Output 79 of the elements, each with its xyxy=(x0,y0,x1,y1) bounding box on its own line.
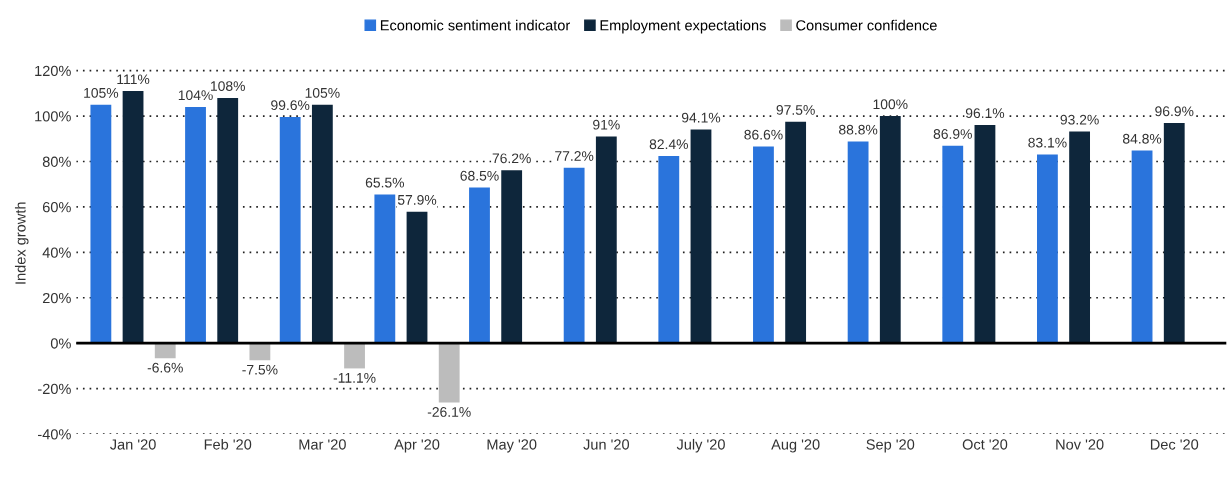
bar xyxy=(1131,150,1153,344)
y-tick-label: 80% xyxy=(42,156,71,167)
bar xyxy=(185,106,206,344)
y-tick-label: -40% xyxy=(38,429,71,440)
data-label: 104% xyxy=(178,90,213,101)
data-label: 83.1% xyxy=(1028,137,1067,148)
y-tick-label: 20% xyxy=(42,292,71,304)
bar xyxy=(753,146,774,344)
data-label: 86.9% xyxy=(933,129,972,139)
data-label: 99.6% xyxy=(271,100,310,111)
data-label: 97.5% xyxy=(776,105,815,115)
data-label: 93.2% xyxy=(1060,114,1099,125)
data-label: 84.8% xyxy=(1122,133,1162,144)
x-tick-label: Jan '20 xyxy=(110,439,156,450)
legend-label: Employment expectations xyxy=(600,19,766,34)
x-tick-label: Jun '20 xyxy=(583,439,630,450)
y-axis-title: Index growth xyxy=(14,202,29,284)
bar xyxy=(785,121,807,344)
x-tick-label: May '20 xyxy=(487,439,537,453)
bar xyxy=(658,156,680,344)
data-label: 88.8% xyxy=(839,124,878,135)
bar xyxy=(279,116,301,344)
data-label: 96.1% xyxy=(965,108,1005,119)
data-label: 96.9% xyxy=(1155,106,1194,117)
bar xyxy=(122,91,144,344)
data-label: 100% xyxy=(873,99,908,110)
y-tick-label: 120% xyxy=(35,65,71,77)
data-label: 68.5% xyxy=(460,170,499,181)
bar xyxy=(90,104,112,344)
bar xyxy=(374,194,396,344)
bar xyxy=(438,343,460,403)
y-tick-label: 60% xyxy=(42,202,71,213)
bar xyxy=(501,170,523,344)
bar xyxy=(942,145,964,344)
data-label: 105% xyxy=(84,87,119,98)
bar xyxy=(344,343,365,369)
data-label: 91% xyxy=(593,119,620,130)
bar xyxy=(1163,123,1185,344)
data-label: -6.6% xyxy=(147,362,183,373)
bar xyxy=(563,167,585,344)
x-tick-label: July '20 xyxy=(676,438,725,453)
x-tick-label: Oct '20 xyxy=(962,439,1008,450)
legend-label: Consumer confidence xyxy=(796,19,937,31)
x-tick-label: Mar '20 xyxy=(299,439,346,450)
data-label: 105% xyxy=(305,87,340,98)
x-tick-label: Dec '20 xyxy=(1150,439,1199,450)
bar xyxy=(879,116,901,344)
data-label: 77.2% xyxy=(555,151,594,161)
data-label: -11.1% xyxy=(333,373,376,383)
bar xyxy=(1069,131,1091,344)
x-tick-label: Feb '20 xyxy=(204,438,252,450)
y-tick-label: -20% xyxy=(38,383,71,395)
data-label: 57.9% xyxy=(397,194,437,205)
x-tick-label: Sep '20 xyxy=(866,439,915,453)
data-label: 86.6% xyxy=(744,129,783,140)
data-label: 111% xyxy=(117,74,150,85)
bar xyxy=(1037,154,1058,344)
data-label: 82.4% xyxy=(649,139,688,150)
y-tick-label: 40% xyxy=(42,247,71,258)
x-tick-label: Apr '20 xyxy=(394,439,440,453)
y-tick-label: 0% xyxy=(50,338,71,349)
data-label: -7.5% xyxy=(242,364,278,375)
x-tick-label: Nov '20 xyxy=(1056,439,1104,450)
bar xyxy=(847,141,869,344)
y-tick-label: 100% xyxy=(35,111,71,122)
bar xyxy=(974,124,996,344)
bar xyxy=(690,129,712,344)
bar xyxy=(469,187,490,344)
bar xyxy=(311,104,333,344)
data-label: 108% xyxy=(211,81,245,91)
bar xyxy=(406,211,428,344)
data-label: 94.1% xyxy=(681,112,721,123)
data-label: -26.1% xyxy=(427,407,471,417)
bar xyxy=(595,136,617,344)
x-tick-label: Aug '20 xyxy=(771,439,820,453)
legend-label: Economic sentiment indicator xyxy=(380,19,570,31)
bar xyxy=(217,97,239,344)
data-label: 76.2% xyxy=(492,153,531,164)
data-label: 65.5% xyxy=(365,177,405,188)
